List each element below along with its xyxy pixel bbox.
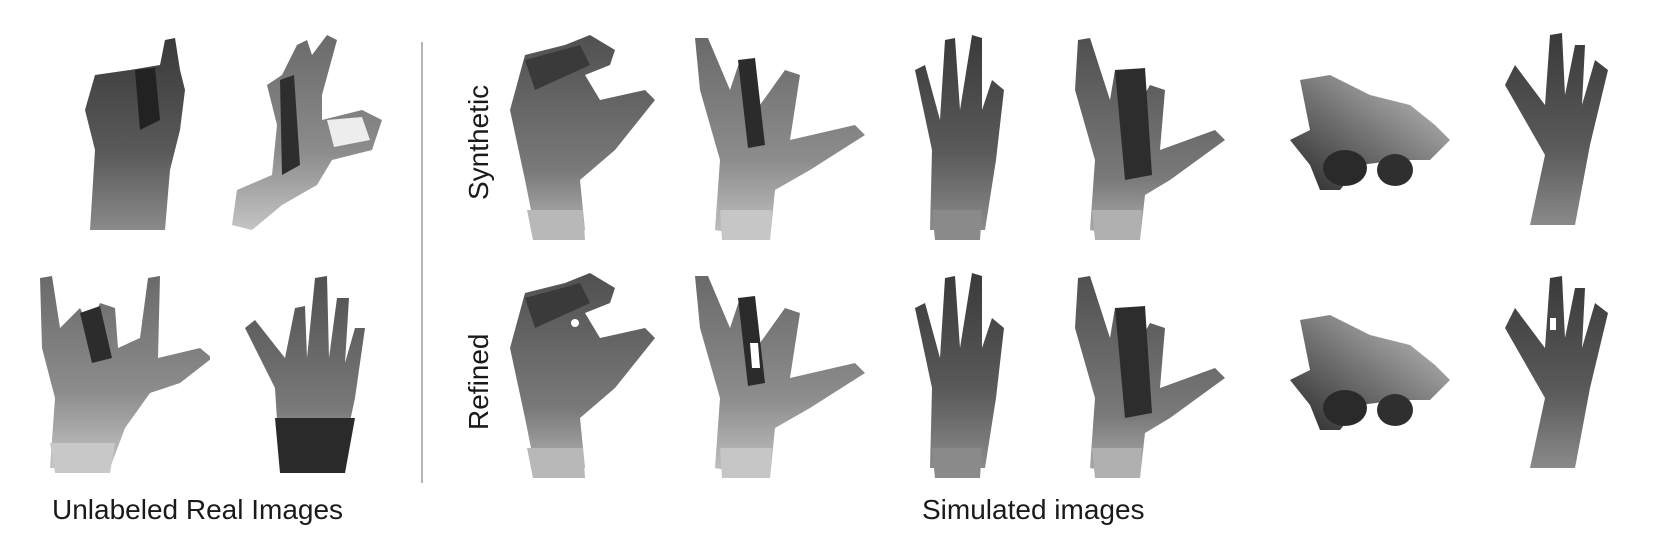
synthetic-depth-image-2 — [690, 30, 870, 240]
real-depth-image-2 — [222, 25, 402, 235]
refined-depth-image-5 — [1280, 290, 1460, 500]
real-depth-image-3 — [30, 268, 210, 478]
synthetic-depth-image-3 — [910, 30, 1090, 240]
refined-depth-image-3 — [910, 268, 1090, 478]
row-label-refined: Refined — [463, 333, 494, 430]
synthetic-depth-image-1 — [505, 30, 685, 240]
refined-depth-image-4 — [1070, 268, 1250, 478]
synthetic-depth-image-4 — [1070, 30, 1250, 240]
refined-depth-image-1 — [505, 268, 685, 478]
refined-depth-image-2 — [690, 268, 870, 478]
panel-divider — [421, 42, 423, 483]
real-depth-image-1 — [50, 30, 230, 240]
synthetic-depth-image-6 — [1490, 25, 1670, 235]
refined-depth-image-6 — [1490, 268, 1670, 478]
simulated-images-caption: Simulated images — [922, 494, 1145, 525]
synthetic-depth-image-5 — [1280, 50, 1460, 260]
real-depth-image-4 — [235, 268, 415, 478]
row-label-synthetic: Synthetic — [463, 84, 494, 200]
real-images-caption: Unlabeled Real Images — [52, 494, 344, 525]
